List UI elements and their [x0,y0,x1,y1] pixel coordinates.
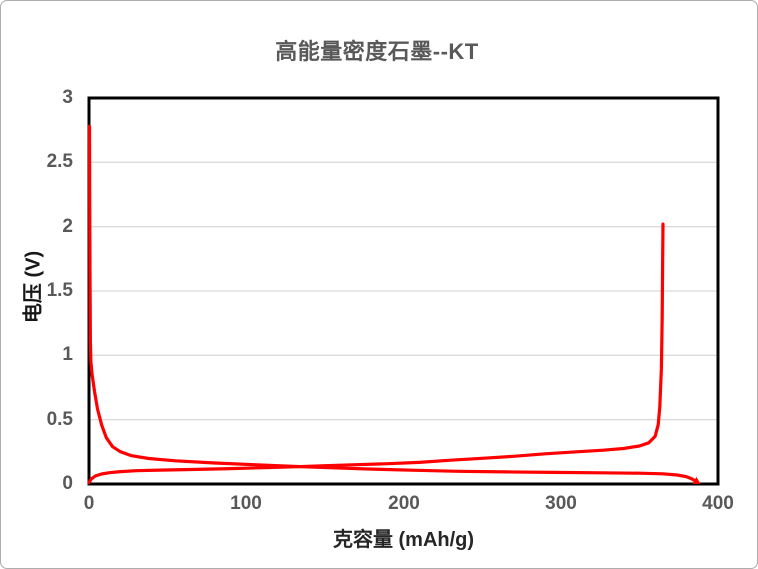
x-tick-label-100: 100 [230,493,262,514]
y-tick-label-0: 0 [62,473,73,494]
curve-end-arrow [692,476,701,484]
y-tick-label-0.5: 0.5 [46,409,73,430]
y-tick-label-1: 1 [62,344,73,365]
lithiation-discharge-curve [87,124,696,482]
x-tick-label-200: 200 [388,493,420,514]
y-tick-label-2.5: 2.5 [46,151,73,172]
y-tick-label-2: 2 [62,216,73,237]
x-tick-label-300: 300 [545,493,577,514]
y-tick-label-1.5: 1.5 [46,280,73,301]
chart-title: 高能量密度石墨--KT [275,39,479,64]
y-tick-label-3: 3 [62,87,73,108]
x-tick-label-400: 400 [702,493,734,514]
x-axis-title: 克容量 (mAh/g) [332,529,475,551]
x-tick-label-0: 0 [83,493,95,514]
delithiation-charge-curve [87,222,665,485]
